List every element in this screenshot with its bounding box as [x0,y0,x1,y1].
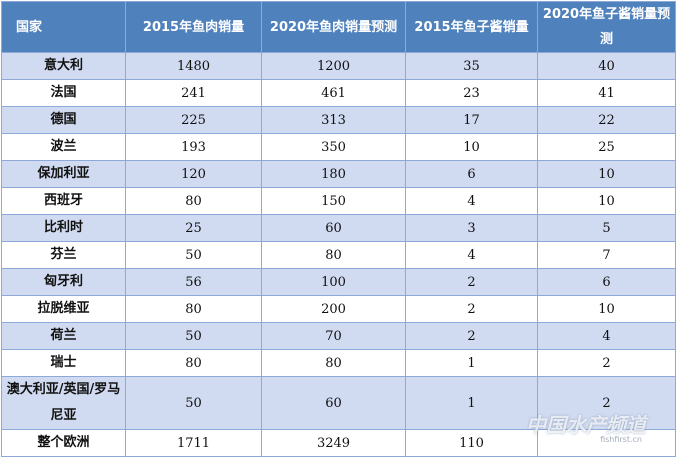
value-cell: 461 [261,79,406,107]
header-country: 国家 [1,1,126,53]
country-cell: 比利时 [1,214,126,242]
value-cell: 60 [261,214,406,242]
value-cell: 70 [261,322,406,350]
value-cell: 2 [405,295,538,323]
value-cell: 120 [125,160,262,188]
value-cell: 25 [125,214,262,242]
country-cell: 意大利 [1,52,126,80]
value-cell: 1200 [261,52,406,80]
table-row: 西班牙 80 150 4 10 [1,187,676,215]
value-cell: 5 [537,214,676,242]
value-cell: 4 [405,241,538,269]
country-cell: 波兰 [1,133,126,161]
value-cell: 7 [537,241,676,269]
country-cell: 拉脱维亚 [1,295,126,323]
value-cell: 150 [261,187,406,215]
value-cell: 1 [405,349,538,377]
table-row: 荷兰 50 70 2 4 [1,322,676,350]
value-cell: 3 [405,214,538,242]
value-cell: 313 [261,106,406,134]
table-row: 芬兰 50 80 4 7 [1,241,676,269]
value-cell: 40 [537,52,676,80]
value-cell: 17 [405,106,538,134]
value-cell: 50 [125,376,262,430]
country-cell: 德国 [1,106,126,134]
value-cell: 80 [261,241,406,269]
value-cell: 41 [537,79,676,107]
value-cell: 4 [405,187,538,215]
value-cell: 10 [537,187,676,215]
country-cell: 西班牙 [1,187,126,215]
value-cell: 2 [537,376,676,430]
header-2020-fish: 2020年鱼肉销量预测 [261,1,406,53]
value-cell: 1 [405,376,538,430]
value-cell: 3249 [261,429,406,457]
value-cell: 80 [125,295,262,323]
country-cell: 荷兰 [1,322,126,350]
value-cell: 110 [405,429,538,457]
country-cell: 澳大利亚/英国/罗马尼亚 [1,376,126,430]
value-cell: 225 [125,106,262,134]
country-cell: 法国 [1,79,126,107]
table-row: 法国 241 461 23 41 [1,79,676,107]
table-row: 整个欧洲 1711 3249 110 [1,429,676,457]
table-row: 波兰 193 350 10 25 [1,133,676,161]
value-cell: 10 [537,160,676,188]
value-cell: 180 [261,160,406,188]
value-cell: 4 [537,322,676,350]
value-cell: 10 [537,295,676,323]
value-cell: 50 [125,322,262,350]
country-cell: 整个欧洲 [1,429,126,457]
value-cell: 2 [405,268,538,296]
value-cell: 10 [405,133,538,161]
value-cell: 35 [405,52,538,80]
header-2015-caviar: 2015年鱼子酱销量 [405,1,538,53]
value-cell: 60 [261,376,406,430]
header-2015-fish: 2015年鱼肉销量 [125,1,262,53]
header-row: 国家 2015年鱼肉销量 2020年鱼肉销量预测 2015年鱼子酱销量 2020… [1,1,676,53]
value-cell: 80 [125,187,262,215]
value-cell: 350 [261,133,406,161]
table-row: 拉脱维亚 80 200 2 10 [1,295,676,323]
table-row: 意大利 1480 1200 35 40 [1,52,676,80]
table-row: 保加利亚 120 180 6 10 [1,160,676,188]
country-cell: 保加利亚 [1,160,126,188]
table-row: 比利时 25 60 3 5 [1,214,676,242]
value-cell: 1480 [125,52,262,80]
value-cell: 6 [405,160,538,188]
header-2020-caviar: 2020年鱼子酱销量预测 [537,1,676,53]
value-cell: 193 [125,133,262,161]
value-cell: 2 [405,322,538,350]
value-cell: 50 [125,241,262,269]
table-row: 德国 225 313 17 22 [1,106,676,134]
table-row: 匈牙利 56 100 2 6 [1,268,676,296]
value-cell: 2 [537,349,676,377]
value-cell: 200 [261,295,406,323]
value-cell: 6 [537,268,676,296]
value-cell: 56 [125,268,262,296]
value-cell: 241 [125,79,262,107]
country-cell: 芬兰 [1,241,126,269]
value-cell: 80 [125,349,262,377]
value-cell: 23 [405,79,538,107]
value-cell: 22 [537,106,676,134]
table-row: 瑞士 80 80 1 2 [1,349,676,377]
country-cell: 瑞士 [1,349,126,377]
value-cell: 100 [261,268,406,296]
value-cell [537,429,676,457]
value-cell: 1711 [125,429,262,457]
country-cell: 匈牙利 [1,268,126,296]
value-cell: 80 [261,349,406,377]
value-cell: 25 [537,133,676,161]
table-row: 澳大利亚/英国/罗马尼亚 50 60 1 2 [1,376,676,430]
